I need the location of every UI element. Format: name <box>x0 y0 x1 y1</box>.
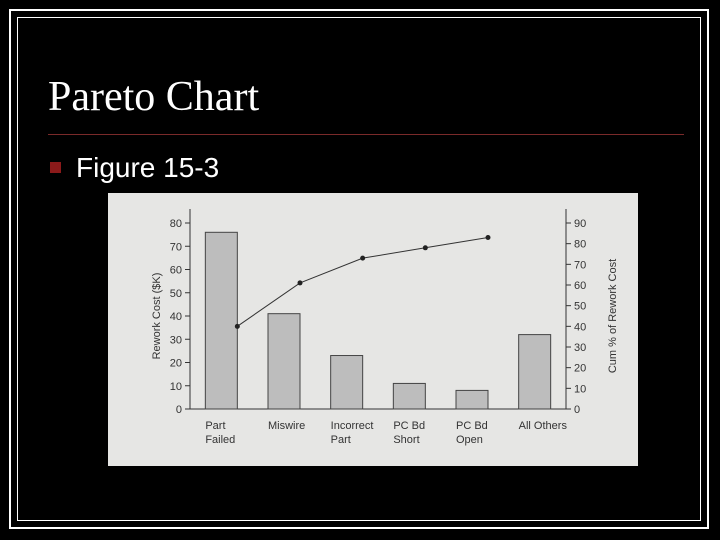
right-tick-label: 20 <box>574 363 586 375</box>
pareto-chart: 0 10 20 30 40 50 60 70 80 0 10 20 30 40 50 60 70 80 90 Part… <box>151 209 619 446</box>
pareto-chart-figure: 0 10 20 30 40 50 60 70 80 0 10 20 30 40 50 60 70 80 90 Part… <box>108 193 638 466</box>
left-tick-label: 50 <box>170 288 182 300</box>
bullet-text: Figure 15-3 <box>76 152 220 183</box>
category-label: All Others <box>519 420 568 432</box>
pareto-bar <box>267 313 301 410</box>
right-tick-label: 10 <box>574 383 586 395</box>
category-label: PC Bd <box>393 420 425 432</box>
category-label: Incorrect <box>331 420 374 432</box>
pareto-bar <box>455 389 489 410</box>
pareto-bar <box>392 382 426 410</box>
right-tick-label: 0 <box>574 404 580 416</box>
left-tick-label: 0 <box>176 404 182 416</box>
category-label: Short <box>393 434 419 446</box>
pareto-bar <box>330 355 364 410</box>
pareto-bar <box>518 334 552 410</box>
title-divider <box>48 134 684 135</box>
category-label: Failed <box>205 434 235 446</box>
category-label: Part <box>331 434 351 446</box>
left-tick-label: 40 <box>170 311 182 323</box>
left-tick-label: 60 <box>170 265 182 277</box>
cumulative-point <box>360 255 366 261</box>
left-tick-label: 10 <box>170 381 182 393</box>
left-axis-title: Rework Cost ($K) <box>151 273 163 360</box>
cumulative-point <box>234 323 240 329</box>
right-tick-label: 50 <box>574 301 586 313</box>
pareto-bar <box>204 231 238 410</box>
right-tick-label: 40 <box>574 321 586 333</box>
right-tick-label: 30 <box>574 342 586 354</box>
cumulative-point <box>297 280 303 286</box>
category-label: Part <box>205 420 225 432</box>
cumulative-point <box>485 234 491 240</box>
bullet-square-icon <box>50 162 61 173</box>
category-label: PC Bd <box>456 420 488 432</box>
left-tick-label: 30 <box>170 334 182 346</box>
category-label: Miswire <box>268 420 305 432</box>
right-axis-title: Cum % of Rework Cost <box>607 259 619 373</box>
left-tick-label: 20 <box>170 358 182 370</box>
cumulative-line <box>237 236 489 327</box>
slide-frame-inner <box>17 17 701 521</box>
category-label: Open <box>456 434 483 446</box>
right-tick-label: 60 <box>574 280 586 292</box>
left-tick-label: 80 <box>170 218 182 230</box>
right-tick-label: 70 <box>574 259 586 271</box>
cumulative-point <box>422 245 428 251</box>
slide-frame-outer <box>9 9 709 529</box>
slide-title: Pareto Chart <box>48 74 260 120</box>
left-tick-label: 70 <box>170 241 182 253</box>
right-tick-label: 80 <box>574 239 586 251</box>
right-tick-label: 90 <box>574 218 586 230</box>
